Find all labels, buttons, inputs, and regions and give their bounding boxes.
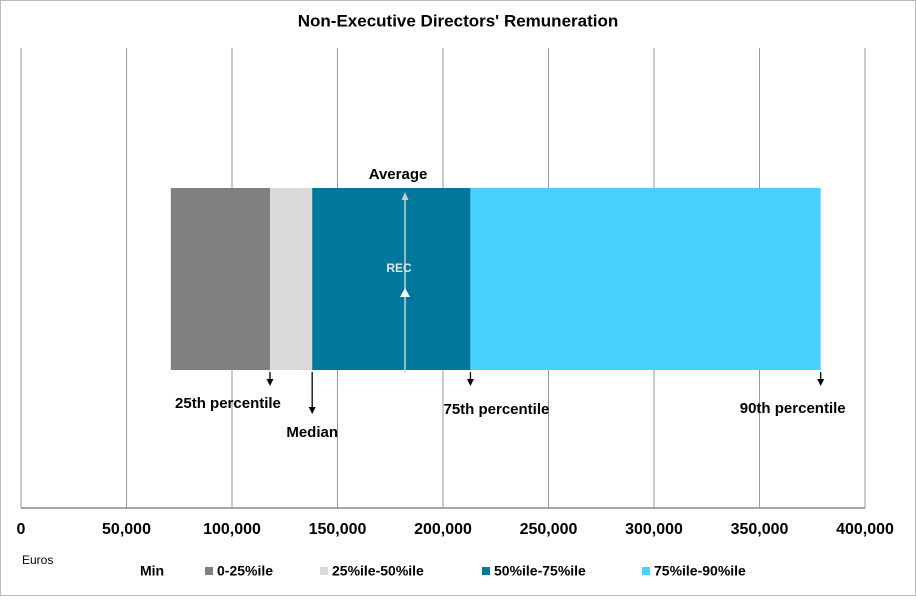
x-tick-label: 100,000	[203, 521, 261, 538]
bar-segment	[312, 188, 471, 370]
average-marker	[400, 288, 411, 297]
x-tick-label: 300,000	[625, 521, 683, 538]
legend-label: 75%ile-90%ile	[654, 563, 746, 579]
x-tick-label: 350,000	[731, 521, 789, 538]
average-arrow	[401, 192, 409, 200]
x-tick-label: 400,000	[836, 521, 894, 538]
bar-segment	[170, 188, 270, 370]
x-tick-label: 50,000	[102, 521, 151, 538]
chart-title: Non-Executive Directors' Remuneration	[298, 11, 619, 30]
arrow-head	[266, 379, 274, 386]
x-tick-label: 200,000	[414, 521, 472, 538]
x-axis-label: Euros	[22, 553, 53, 567]
bar-segment	[470, 188, 821, 370]
x-tick-label: 150,000	[309, 521, 367, 538]
legend-swatch	[642, 567, 650, 575]
legend-swatch	[205, 567, 213, 575]
bar-segment	[269, 188, 313, 370]
annotation: 25th percentile	[175, 395, 281, 412]
legend-swatch	[482, 567, 490, 575]
arrow-head	[817, 379, 825, 386]
annotation: 90th percentile	[740, 400, 846, 417]
legend-label: 0-25%ile	[217, 563, 273, 579]
x-tick-label: 250,000	[520, 521, 578, 538]
arrow-head	[308, 407, 316, 414]
legend-label: 25%ile-50%ile	[332, 563, 424, 579]
legend-label: Min	[140, 563, 164, 579]
annotation: 75th percentile	[443, 401, 549, 418]
x-tick-label: 0	[17, 521, 26, 538]
legend-swatch	[320, 567, 328, 575]
arrow-head	[466, 379, 474, 386]
average-label: Average	[369, 166, 428, 183]
average-marker-label: REC	[386, 261, 412, 275]
annotation: Median	[286, 424, 338, 441]
legend-label: 50%ile-75%ile	[494, 563, 586, 579]
